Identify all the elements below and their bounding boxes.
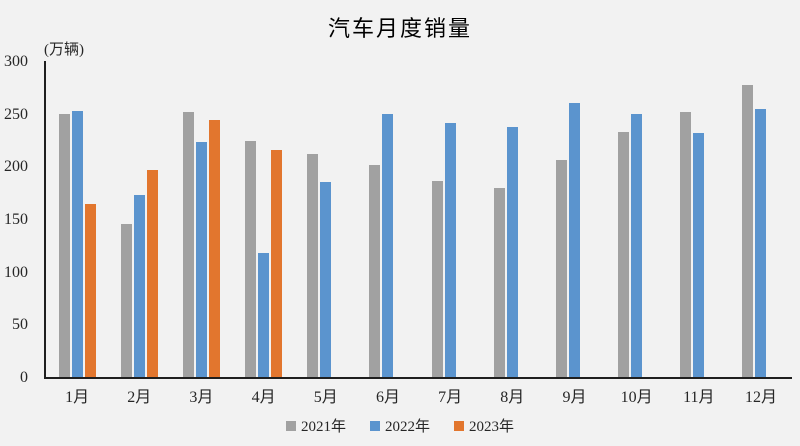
bar-group-10月 (606, 62, 668, 377)
legend: 2021年 2022年 2023年 (0, 415, 800, 436)
x-tick-label-7月: 7月 (438, 389, 463, 406)
bar-2021年-5月 (307, 153, 319, 377)
x-tick-label-9月: 9月 (562, 389, 587, 406)
legend-item-2021年: 2021年 (285, 415, 346, 436)
bar-2022年-5月 (320, 181, 332, 377)
x-tick-label-8月: 8月 (500, 389, 525, 406)
plot-area (46, 62, 792, 377)
bar-2022年-11月 (693, 132, 705, 377)
bar-group-9月 (543, 62, 605, 377)
bar-group-6月 (357, 62, 419, 377)
bar-2022年-9月 (568, 102, 580, 377)
x-tick-label-11月: 11月 (683, 389, 715, 406)
bar-group-7月 (419, 62, 481, 377)
y-axis-unit-label: (万辆) (44, 42, 84, 58)
bar-2023年-4月 (271, 150, 283, 377)
legend-item-2022年: 2022年 (369, 415, 430, 436)
bar-2022年-4月 (258, 253, 270, 377)
x-tick-label-5月: 5月 (313, 389, 338, 406)
bar-2021年-11月 (680, 112, 692, 377)
y-axis-line (44, 61, 46, 379)
bar-2021年-6月 (369, 165, 381, 377)
x-tick-label-4月: 4月 (251, 389, 276, 406)
bar-2021年-1月 (58, 114, 70, 377)
bar-group-11月 (668, 62, 730, 377)
y-tick-label-250: 250 (4, 105, 28, 123)
bar-2022年-1月 (71, 111, 83, 377)
legend-label-2023年: 2023年 (469, 419, 515, 435)
bar-group-5月 (295, 62, 357, 377)
y-tick-label-150: 150 (4, 211, 28, 228)
bar-group-8月 (481, 62, 543, 377)
y-tick-label-200: 200 (4, 158, 28, 176)
x-tick-label-1月: 1月 (65, 389, 90, 406)
bar-2022年-6月 (382, 114, 394, 377)
x-tick-label-6月: 6月 (375, 389, 400, 406)
bar-2021年-7月 (431, 181, 443, 377)
legend-swatch-2021年 (285, 420, 296, 431)
bar-2022年-3月 (195, 142, 207, 377)
legend-swatch-2023年 (454, 420, 464, 431)
bar-2022年-2月 (133, 194, 145, 377)
x-axis-tick-labels: 1月 2月 3月 4月 5月 6月 7月 8月 9月 10月 11月 12月 (46, 383, 792, 407)
chart-title: 汽车月度销量 (327, 16, 472, 41)
x-tick-label-2月: 2月 (127, 389, 152, 406)
bar-2022年-12月 (755, 108, 767, 377)
bar-2023年-1月 (84, 203, 96, 377)
bar-group-2月 (108, 62, 170, 377)
bar-group-4月 (233, 62, 295, 377)
y-tick-label-100: 100 (4, 263, 28, 281)
bar-group-1月 (46, 62, 108, 377)
bar-2022年-8月 (506, 126, 518, 377)
bar-2021年-3月 (182, 111, 194, 377)
x-axis-line (44, 377, 792, 379)
y-tick-label-0: 0 (20, 369, 28, 386)
bar-group-12月 (730, 62, 792, 377)
bar-2022年-7月 (444, 122, 456, 377)
legend-label-2021年: 2021年 (300, 419, 346, 435)
legend-label-2022年: 2022年 (384, 419, 430, 435)
y-tick-label-300: 300 (4, 53, 28, 70)
bar-group-3月 (170, 62, 232, 377)
legend-swatch-2022年 (369, 420, 380, 431)
legend-item-2023年: 2023年 (454, 415, 514, 436)
y-axis-tick-labels: 0 50 100 150 200 250 300 (0, 54, 28, 386)
bar-2023年-2月 (146, 169, 158, 377)
x-tick-label-10月: 10月 (620, 389, 653, 406)
bar-2021年-2月 (120, 224, 132, 377)
x-tick-label-3月: 3月 (189, 389, 214, 406)
bar-2021年-9月 (555, 160, 567, 377)
y-tick-label-50: 50 (12, 316, 28, 334)
bar-2021年-12月 (742, 84, 754, 377)
bar-2022年-10月 (631, 114, 643, 377)
bar-2021年-4月 (245, 140, 257, 377)
bar-2021年-8月 (493, 188, 505, 377)
bar-2021年-10月 (618, 132, 630, 377)
x-tick-label-12月: 12月 (744, 389, 777, 406)
bar-2023年-3月 (208, 119, 220, 377)
